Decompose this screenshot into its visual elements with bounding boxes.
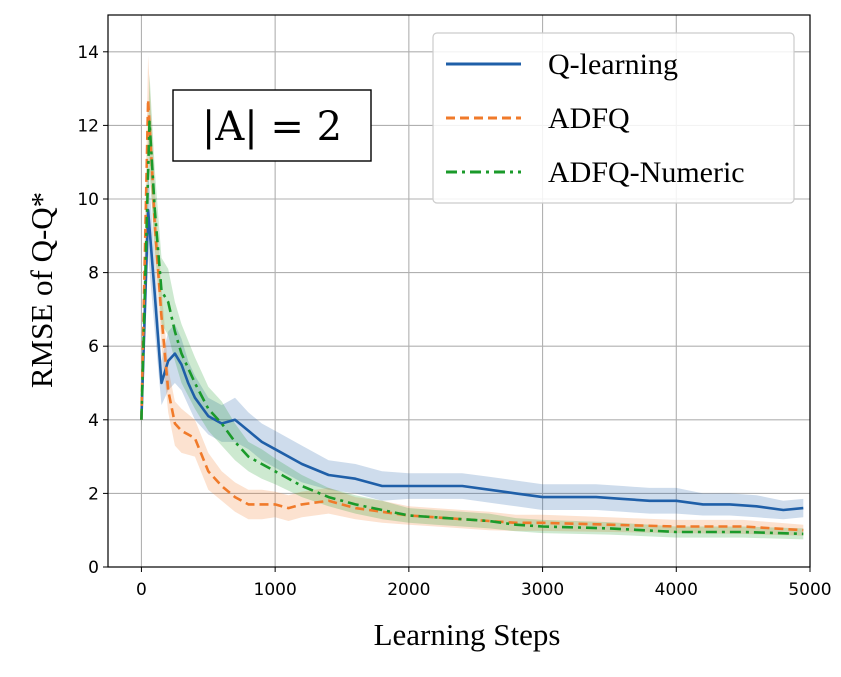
q-learning-line: [140, 208, 804, 512]
y-tick-label: 10: [77, 190, 99, 210]
q-learning-band: [141, 165, 804, 520]
y-tick-label: 8: [88, 264, 99, 284]
x-tick-label: 3000: [521, 580, 564, 600]
legend-label-adfq: ADFQ: [548, 102, 630, 135]
annotation-frame: [172, 89, 372, 162]
y-tick-labels: 0 2 4 6 8 10 12 14: [77, 43, 99, 578]
tick-marks: [103, 51, 811, 572]
x-tick-labels: 0 1000 2000 3000 4000 5000: [136, 580, 832, 600]
x-tick-label: 1000: [254, 580, 297, 600]
legend: Q-learning ADFQ ADFQ-Numeric: [432, 32, 795, 204]
x-tick-label: 0: [136, 580, 147, 600]
annotation-text: |A| = 2: [202, 104, 342, 150]
x-axis-label: Learning Steps: [374, 617, 561, 652]
series-lines: [140, 98, 804, 536]
adfq-line: [140, 98, 804, 532]
confidence-bands: [141, 55, 804, 540]
legend-label-adfq-numeric: ADFQ-Numeric: [548, 156, 745, 189]
x-tick-label: 2000: [387, 580, 430, 600]
adfq-band: [141, 55, 804, 536]
y-tick-label: 0: [88, 558, 99, 578]
x-tick-label: 5000: [788, 580, 831, 600]
y-tick-label: 2: [88, 484, 99, 504]
legend-label-q-learning: Q-learning: [548, 48, 678, 81]
plot-frame: [107, 14, 811, 568]
y-tick-label: 4: [88, 411, 99, 431]
x-tick-label: 4000: [655, 580, 698, 600]
adfq-numeric-line: [140, 120, 804, 536]
y-tick-label: 14: [77, 43, 99, 63]
y-tick-label: 12: [77, 116, 99, 136]
y-tick-label: 6: [88, 337, 99, 357]
annotation-box: |A| = 2: [172, 89, 372, 162]
y-axis-label: RMSE of Q-Q*: [24, 192, 59, 388]
legend-frame: [432, 32, 795, 204]
